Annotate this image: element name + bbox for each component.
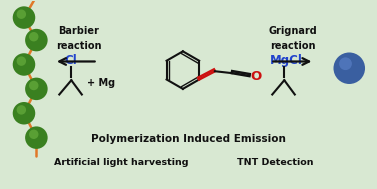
Circle shape [29, 32, 38, 41]
Text: reaction: reaction [270, 41, 316, 51]
Text: Barbier: Barbier [58, 26, 99, 36]
Text: Artificial light harvesting: Artificial light harvesting [54, 158, 188, 167]
Circle shape [339, 57, 352, 70]
Circle shape [25, 78, 48, 100]
Circle shape [13, 53, 35, 76]
Circle shape [29, 129, 38, 139]
Text: Grignard: Grignard [268, 26, 317, 36]
Circle shape [17, 9, 26, 19]
Circle shape [13, 102, 35, 125]
Circle shape [334, 53, 365, 84]
Text: TNT Detection: TNT Detection [237, 158, 313, 167]
Text: O: O [251, 70, 262, 83]
Circle shape [17, 56, 26, 66]
Circle shape [25, 126, 48, 149]
Circle shape [25, 29, 48, 51]
Text: Polymerization Induced Emission: Polymerization Induced Emission [91, 134, 286, 144]
Text: reaction: reaction [56, 41, 101, 51]
Text: + Mg: + Mg [87, 78, 115, 88]
Circle shape [13, 6, 35, 29]
Circle shape [17, 105, 26, 115]
Text: MgCl: MgCl [270, 54, 303, 67]
Text: Cl: Cl [64, 54, 77, 67]
Circle shape [29, 81, 38, 90]
